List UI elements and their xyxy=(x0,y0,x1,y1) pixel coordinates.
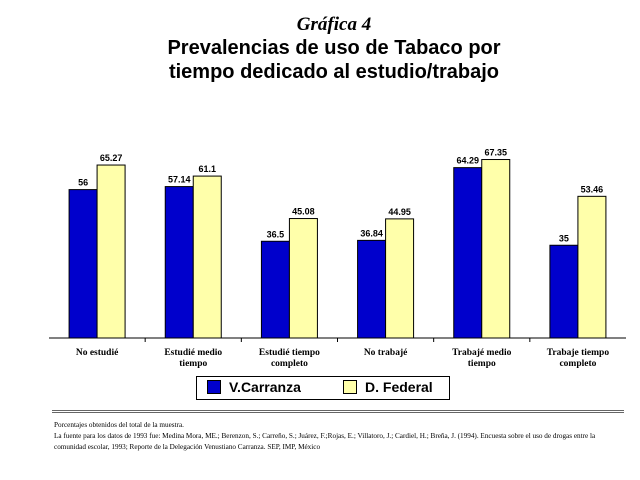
footer-rule-top xyxy=(52,410,624,411)
data-label-vcarranza-0: 56 xyxy=(78,178,88,188)
bar-vcarranza-0 xyxy=(68,189,98,339)
data-label-dfederal-5: 53.46 xyxy=(581,184,604,194)
bar-dfederal-4 xyxy=(481,159,511,339)
chart-title-line-2: tiempo dedicado al estudio/trabajo xyxy=(168,61,500,83)
data-label-dfederal-0: 65.27 xyxy=(100,153,123,163)
figure-label: Gráfica 4 xyxy=(296,14,372,35)
x-tick-label-0: No estudié xyxy=(76,348,119,358)
footer-notes: Porcentajes obtenidos del total de la mu… xyxy=(54,420,624,453)
data-label-vcarranza-4: 64.29 xyxy=(456,156,479,166)
data-label-dfederal-1: 61.1 xyxy=(198,164,216,174)
x-tick-label-2: Estudié tiempo completo xyxy=(259,348,320,369)
legend-label-dfederal: D. Federal xyxy=(365,379,433,395)
x-tick-label-1: Estudié medio tiempo xyxy=(164,348,222,369)
x-tick-label-4: Trabajé medio tiempo xyxy=(452,348,511,369)
data-label-vcarranza-3: 36.84 xyxy=(360,228,383,238)
chart-title-line-1: Prevalencias de uso de Tabaco por xyxy=(167,37,501,59)
bar-dfederal-1 xyxy=(192,175,222,339)
bar-dfederal-0 xyxy=(96,164,126,339)
legend: V.Carranza D. Federal xyxy=(196,376,450,400)
bar-vcarranza-4 xyxy=(453,167,483,339)
legend-item-dfederal: D. Federal xyxy=(343,379,433,395)
bar-vcarranza-3 xyxy=(357,239,387,339)
bar-dfederal-3 xyxy=(385,218,415,339)
data-label-vcarranza-2: 36.5 xyxy=(267,229,285,239)
footer-note-2: La fuente para los datos de 1993 fue: Me… xyxy=(54,432,596,451)
legend-label-vcarranza: V.Carranza xyxy=(229,379,301,395)
footer-note-1: Porcentajes obtenidos del total de la mu… xyxy=(54,421,184,429)
legend-swatch-vcarranza xyxy=(207,380,221,394)
data-label-vcarranza-1: 57.14 xyxy=(168,175,191,185)
bar-dfederal-2 xyxy=(288,218,318,339)
bar-vcarranza-1 xyxy=(164,186,194,339)
x-tick-label-3: No trabajé xyxy=(364,348,408,358)
x-tick-label-5: Trabaje tiempo completo xyxy=(547,348,610,369)
data-label-dfederal-3: 44.95 xyxy=(388,207,411,217)
data-label-dfederal-2: 45.08 xyxy=(292,207,315,217)
legend-swatch-dfederal xyxy=(343,380,357,394)
data-label-vcarranza-5: 35 xyxy=(559,233,569,243)
bar-dfederal-5 xyxy=(577,195,607,339)
bar-vcarranza-5 xyxy=(549,244,579,339)
footer-rule-top-2 xyxy=(52,412,624,413)
bar-vcarranza-2 xyxy=(260,240,290,339)
chart-title-block: Gráfica 4 Prevalencias de uso de Tabaco … xyxy=(0,14,640,84)
legend-item-vcarranza: V.Carranza xyxy=(207,379,301,395)
data-label-dfederal-4: 67.35 xyxy=(484,148,507,158)
